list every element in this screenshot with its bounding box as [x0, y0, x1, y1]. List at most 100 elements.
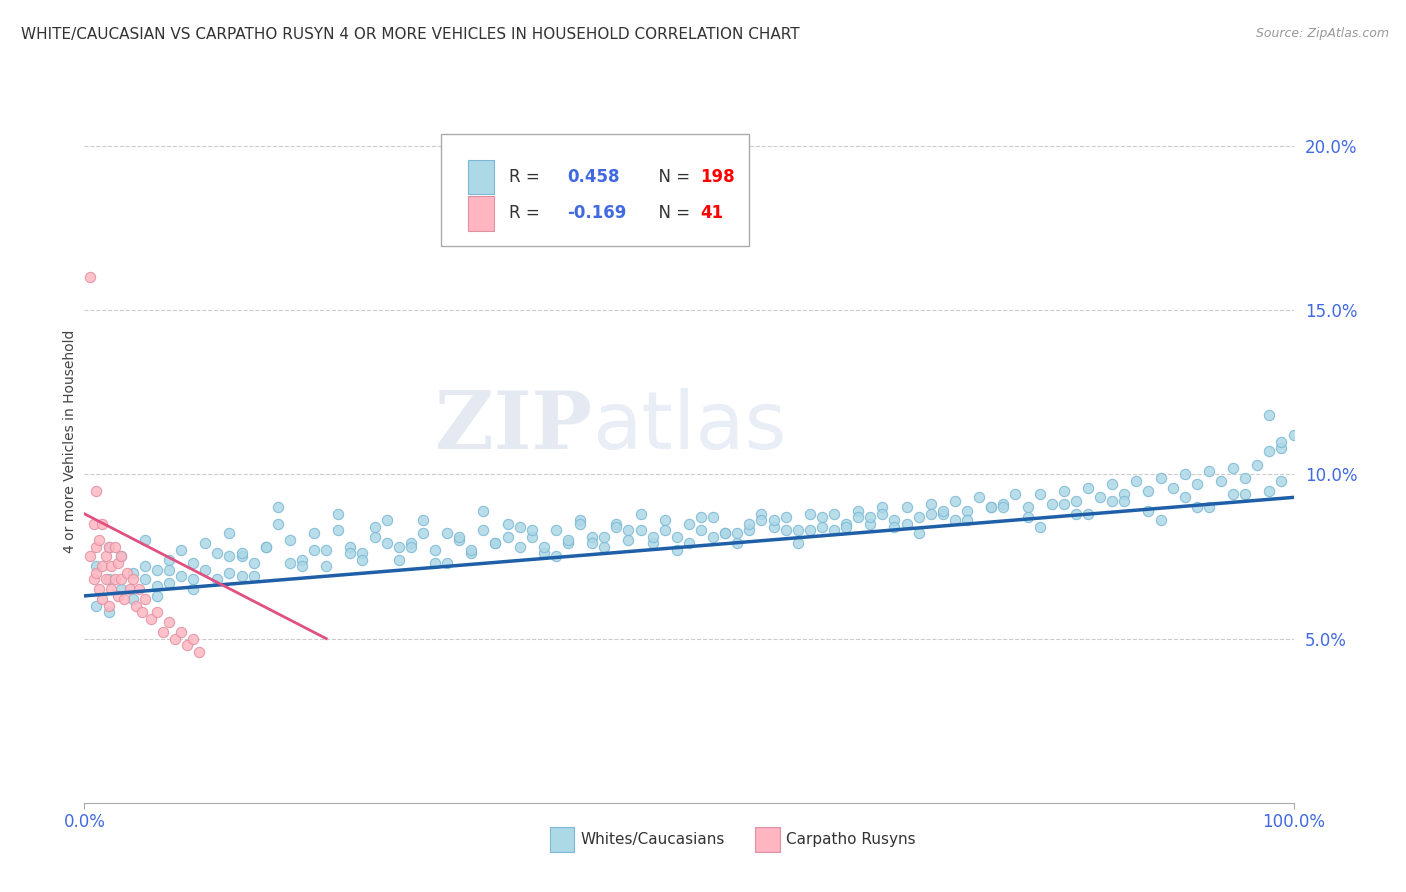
Point — [993, 500, 1015, 515]
Point — [86, 559, 108, 574]
Point — [617, 533, 640, 547]
Point — [859, 516, 882, 531]
Point — [146, 579, 169, 593]
Point — [799, 523, 821, 537]
Point — [278, 533, 301, 547]
Y-axis label: 4 or more Vehicles in Household: 4 or more Vehicles in Household — [63, 330, 77, 553]
Point — [134, 592, 156, 607]
Point — [176, 638, 198, 652]
Point — [100, 582, 122, 597]
Point — [557, 536, 579, 550]
Point — [267, 516, 290, 531]
Point — [1270, 441, 1292, 455]
Point — [993, 497, 1015, 511]
Point — [339, 540, 361, 554]
Point — [1270, 474, 1292, 488]
Point — [1114, 487, 1136, 501]
FancyBboxPatch shape — [441, 135, 749, 246]
Point — [181, 632, 204, 646]
Point — [94, 549, 117, 564]
Point — [484, 536, 506, 550]
Point — [1149, 470, 1171, 484]
Point — [121, 573, 143, 587]
Point — [751, 507, 773, 521]
Point — [762, 513, 785, 527]
Point — [157, 563, 180, 577]
Point — [1053, 483, 1076, 498]
Point — [242, 556, 264, 570]
Point — [121, 566, 143, 580]
Point — [1161, 481, 1184, 495]
Point — [460, 542, 482, 557]
Point — [751, 513, 773, 527]
Point — [557, 533, 579, 547]
Point — [846, 503, 869, 517]
Point — [134, 533, 156, 547]
Point — [121, 592, 143, 607]
Point — [1064, 507, 1087, 521]
Point — [218, 526, 240, 541]
Point — [1137, 503, 1160, 517]
Point — [846, 510, 869, 524]
Point — [97, 599, 120, 613]
Point — [1017, 510, 1039, 524]
Point — [811, 520, 834, 534]
Point — [339, 546, 361, 560]
Point — [472, 503, 495, 517]
Point — [641, 530, 664, 544]
Point — [97, 605, 120, 619]
Point — [920, 497, 942, 511]
Point — [231, 549, 253, 564]
Point — [388, 540, 411, 554]
Point — [714, 526, 737, 541]
Point — [1222, 460, 1244, 475]
Point — [79, 549, 101, 564]
Point — [91, 559, 114, 574]
Point — [412, 513, 434, 527]
Point — [146, 589, 169, 603]
Point — [665, 530, 688, 544]
Point — [91, 592, 114, 607]
Point — [872, 507, 894, 521]
Point — [110, 549, 132, 564]
Point — [278, 556, 301, 570]
Point — [83, 573, 105, 587]
Point — [980, 500, 1002, 515]
Point — [181, 582, 204, 597]
Text: 41: 41 — [700, 204, 723, 222]
Point — [1174, 467, 1197, 482]
Bar — [468, 160, 495, 194]
Point — [654, 523, 676, 537]
Point — [1053, 497, 1076, 511]
Point — [91, 516, 114, 531]
Point — [194, 563, 217, 577]
Point — [896, 516, 918, 531]
Point — [1137, 483, 1160, 498]
Point — [943, 493, 966, 508]
Point — [907, 526, 929, 541]
Point — [654, 513, 676, 527]
Point — [1282, 428, 1305, 442]
Point — [107, 556, 129, 570]
Point — [107, 589, 129, 603]
Point — [883, 520, 905, 534]
Point — [1149, 513, 1171, 527]
Point — [170, 625, 193, 640]
Point — [152, 625, 174, 640]
Point — [1040, 497, 1063, 511]
Text: 198: 198 — [700, 168, 734, 186]
Point — [835, 520, 858, 534]
Point — [134, 573, 156, 587]
Point — [581, 536, 603, 550]
Point — [738, 516, 761, 531]
Point — [799, 507, 821, 521]
Point — [943, 513, 966, 527]
Point — [859, 510, 882, 524]
Point — [412, 526, 434, 541]
Point — [86, 540, 108, 554]
Text: -0.169: -0.169 — [567, 204, 626, 222]
Point — [872, 500, 894, 515]
Point — [496, 516, 519, 531]
Text: R =: R = — [509, 204, 544, 222]
Point — [520, 523, 543, 537]
